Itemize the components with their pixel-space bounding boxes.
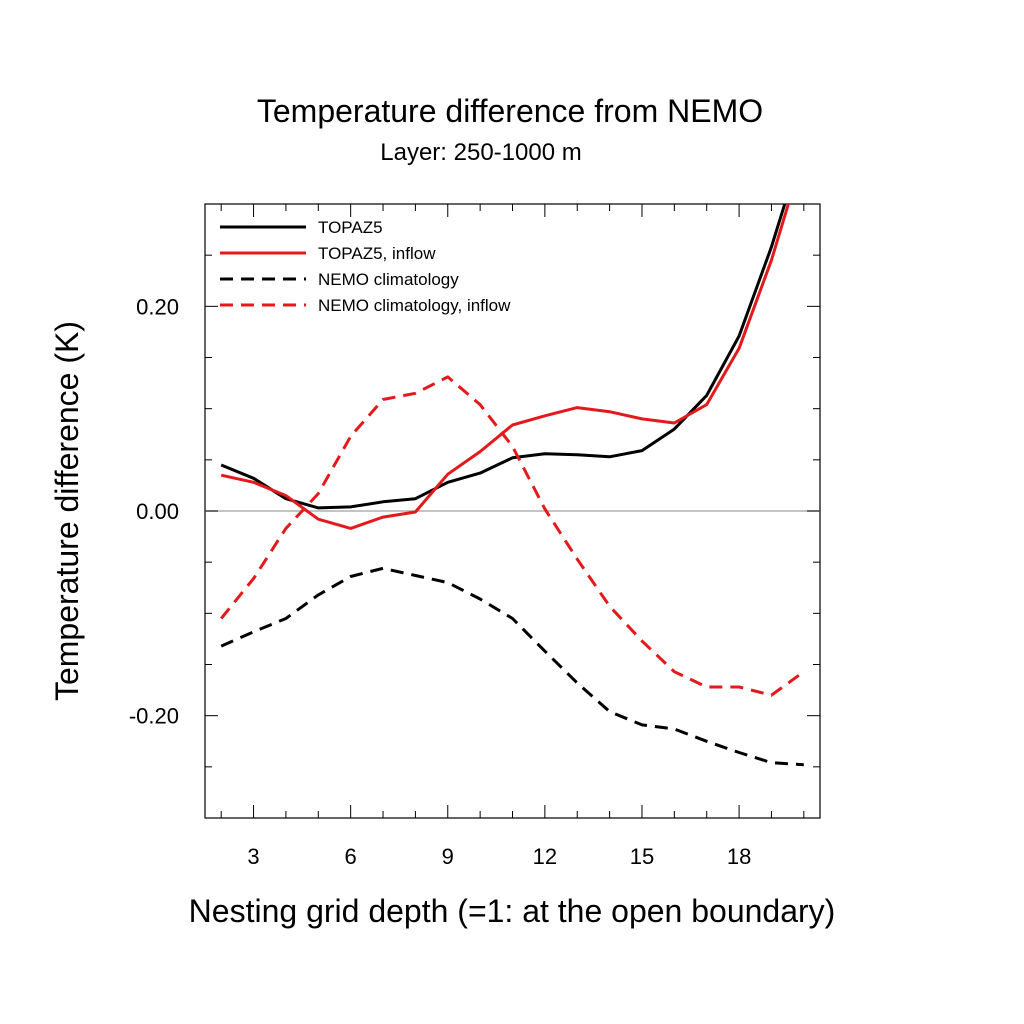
legend-label: TOPAZ5: [318, 218, 383, 237]
y-axis-label: Temperature difference (K): [49, 321, 85, 701]
axis-ticks: [205, 203, 820, 819]
legend: TOPAZ5 TOPAZ5, inflow NEMO climatology NEMO…: [220, 218, 511, 315]
series-line-3: [220, 566, 804, 767]
y-tick-label: 0.00: [136, 499, 179, 524]
chart-subtitle: Layer: 250-1000 m: [380, 139, 581, 166]
x-tick-label: 3: [247, 844, 259, 869]
x-tick-label: 12: [533, 844, 557, 869]
y-tick-label: 0.20: [136, 294, 179, 319]
x-tick-label: 9: [442, 844, 454, 869]
series-line-4: [220, 375, 805, 697]
x-tick-label: 6: [345, 844, 357, 869]
legend-label: NEMO climatology, inflow: [318, 296, 511, 315]
x-tick-label: 18: [727, 844, 751, 869]
x-tick-label: 15: [630, 844, 654, 869]
y-tick-label: -0.20: [129, 704, 179, 729]
series-line-2: [220, 204, 790, 530]
series-lines: [220, 204, 805, 767]
axis-tick-labels: 3 6 9 12 15 18 -0.20 0.00 0.20: [129, 294, 751, 869]
legend-label: NEMO climatology: [318, 270, 459, 289]
series-line-1: [220, 204, 787, 510]
chart-title: Temperature difference from NEMO: [257, 93, 763, 129]
legend-label: TOPAZ5, inflow: [318, 244, 436, 263]
x-axis-label: Nesting grid depth (=1: at the open boun…: [189, 893, 836, 929]
